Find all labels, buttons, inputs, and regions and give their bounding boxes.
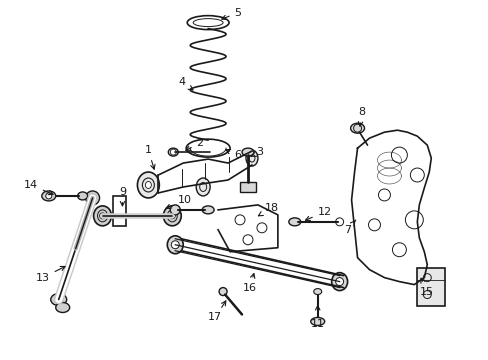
Text: 9: 9 xyxy=(119,187,126,206)
Ellipse shape xyxy=(350,123,364,133)
Text: 18: 18 xyxy=(258,203,278,216)
Text: 16: 16 xyxy=(243,274,257,293)
Text: 12: 12 xyxy=(305,207,331,221)
Ellipse shape xyxy=(78,192,87,200)
Ellipse shape xyxy=(137,172,159,198)
Ellipse shape xyxy=(196,178,210,196)
Ellipse shape xyxy=(310,318,324,325)
Circle shape xyxy=(170,205,180,215)
Text: 8: 8 xyxy=(357,107,365,126)
Circle shape xyxy=(171,241,179,249)
Ellipse shape xyxy=(85,191,100,205)
FancyBboxPatch shape xyxy=(240,182,255,192)
Ellipse shape xyxy=(245,150,258,166)
Ellipse shape xyxy=(51,293,66,306)
Ellipse shape xyxy=(331,273,347,291)
Text: 5: 5 xyxy=(222,8,241,19)
Text: 13: 13 xyxy=(36,266,65,283)
Circle shape xyxy=(100,213,105,219)
Ellipse shape xyxy=(219,288,226,296)
Text: 14: 14 xyxy=(24,180,53,195)
Circle shape xyxy=(55,296,62,303)
Ellipse shape xyxy=(41,191,56,201)
Ellipse shape xyxy=(163,206,181,226)
Ellipse shape xyxy=(288,218,300,226)
Ellipse shape xyxy=(242,148,253,156)
Text: 15: 15 xyxy=(419,278,433,297)
Ellipse shape xyxy=(202,206,214,214)
Circle shape xyxy=(169,213,175,219)
Text: 6: 6 xyxy=(225,149,241,160)
Ellipse shape xyxy=(167,236,183,254)
Circle shape xyxy=(170,149,176,155)
Circle shape xyxy=(46,193,52,199)
Ellipse shape xyxy=(93,206,111,226)
Text: 4: 4 xyxy=(178,77,193,90)
Text: 17: 17 xyxy=(207,301,225,323)
Ellipse shape xyxy=(56,302,69,312)
Circle shape xyxy=(88,194,96,202)
Text: 3: 3 xyxy=(250,147,263,157)
Text: 11: 11 xyxy=(310,306,324,329)
FancyBboxPatch shape xyxy=(416,268,444,306)
Ellipse shape xyxy=(313,289,321,294)
Text: 7: 7 xyxy=(344,220,355,235)
Ellipse shape xyxy=(168,148,178,156)
Ellipse shape xyxy=(145,181,151,189)
Text: 10: 10 xyxy=(165,195,192,208)
Text: 2: 2 xyxy=(185,138,203,150)
Text: 1: 1 xyxy=(144,145,155,169)
Circle shape xyxy=(335,278,343,285)
